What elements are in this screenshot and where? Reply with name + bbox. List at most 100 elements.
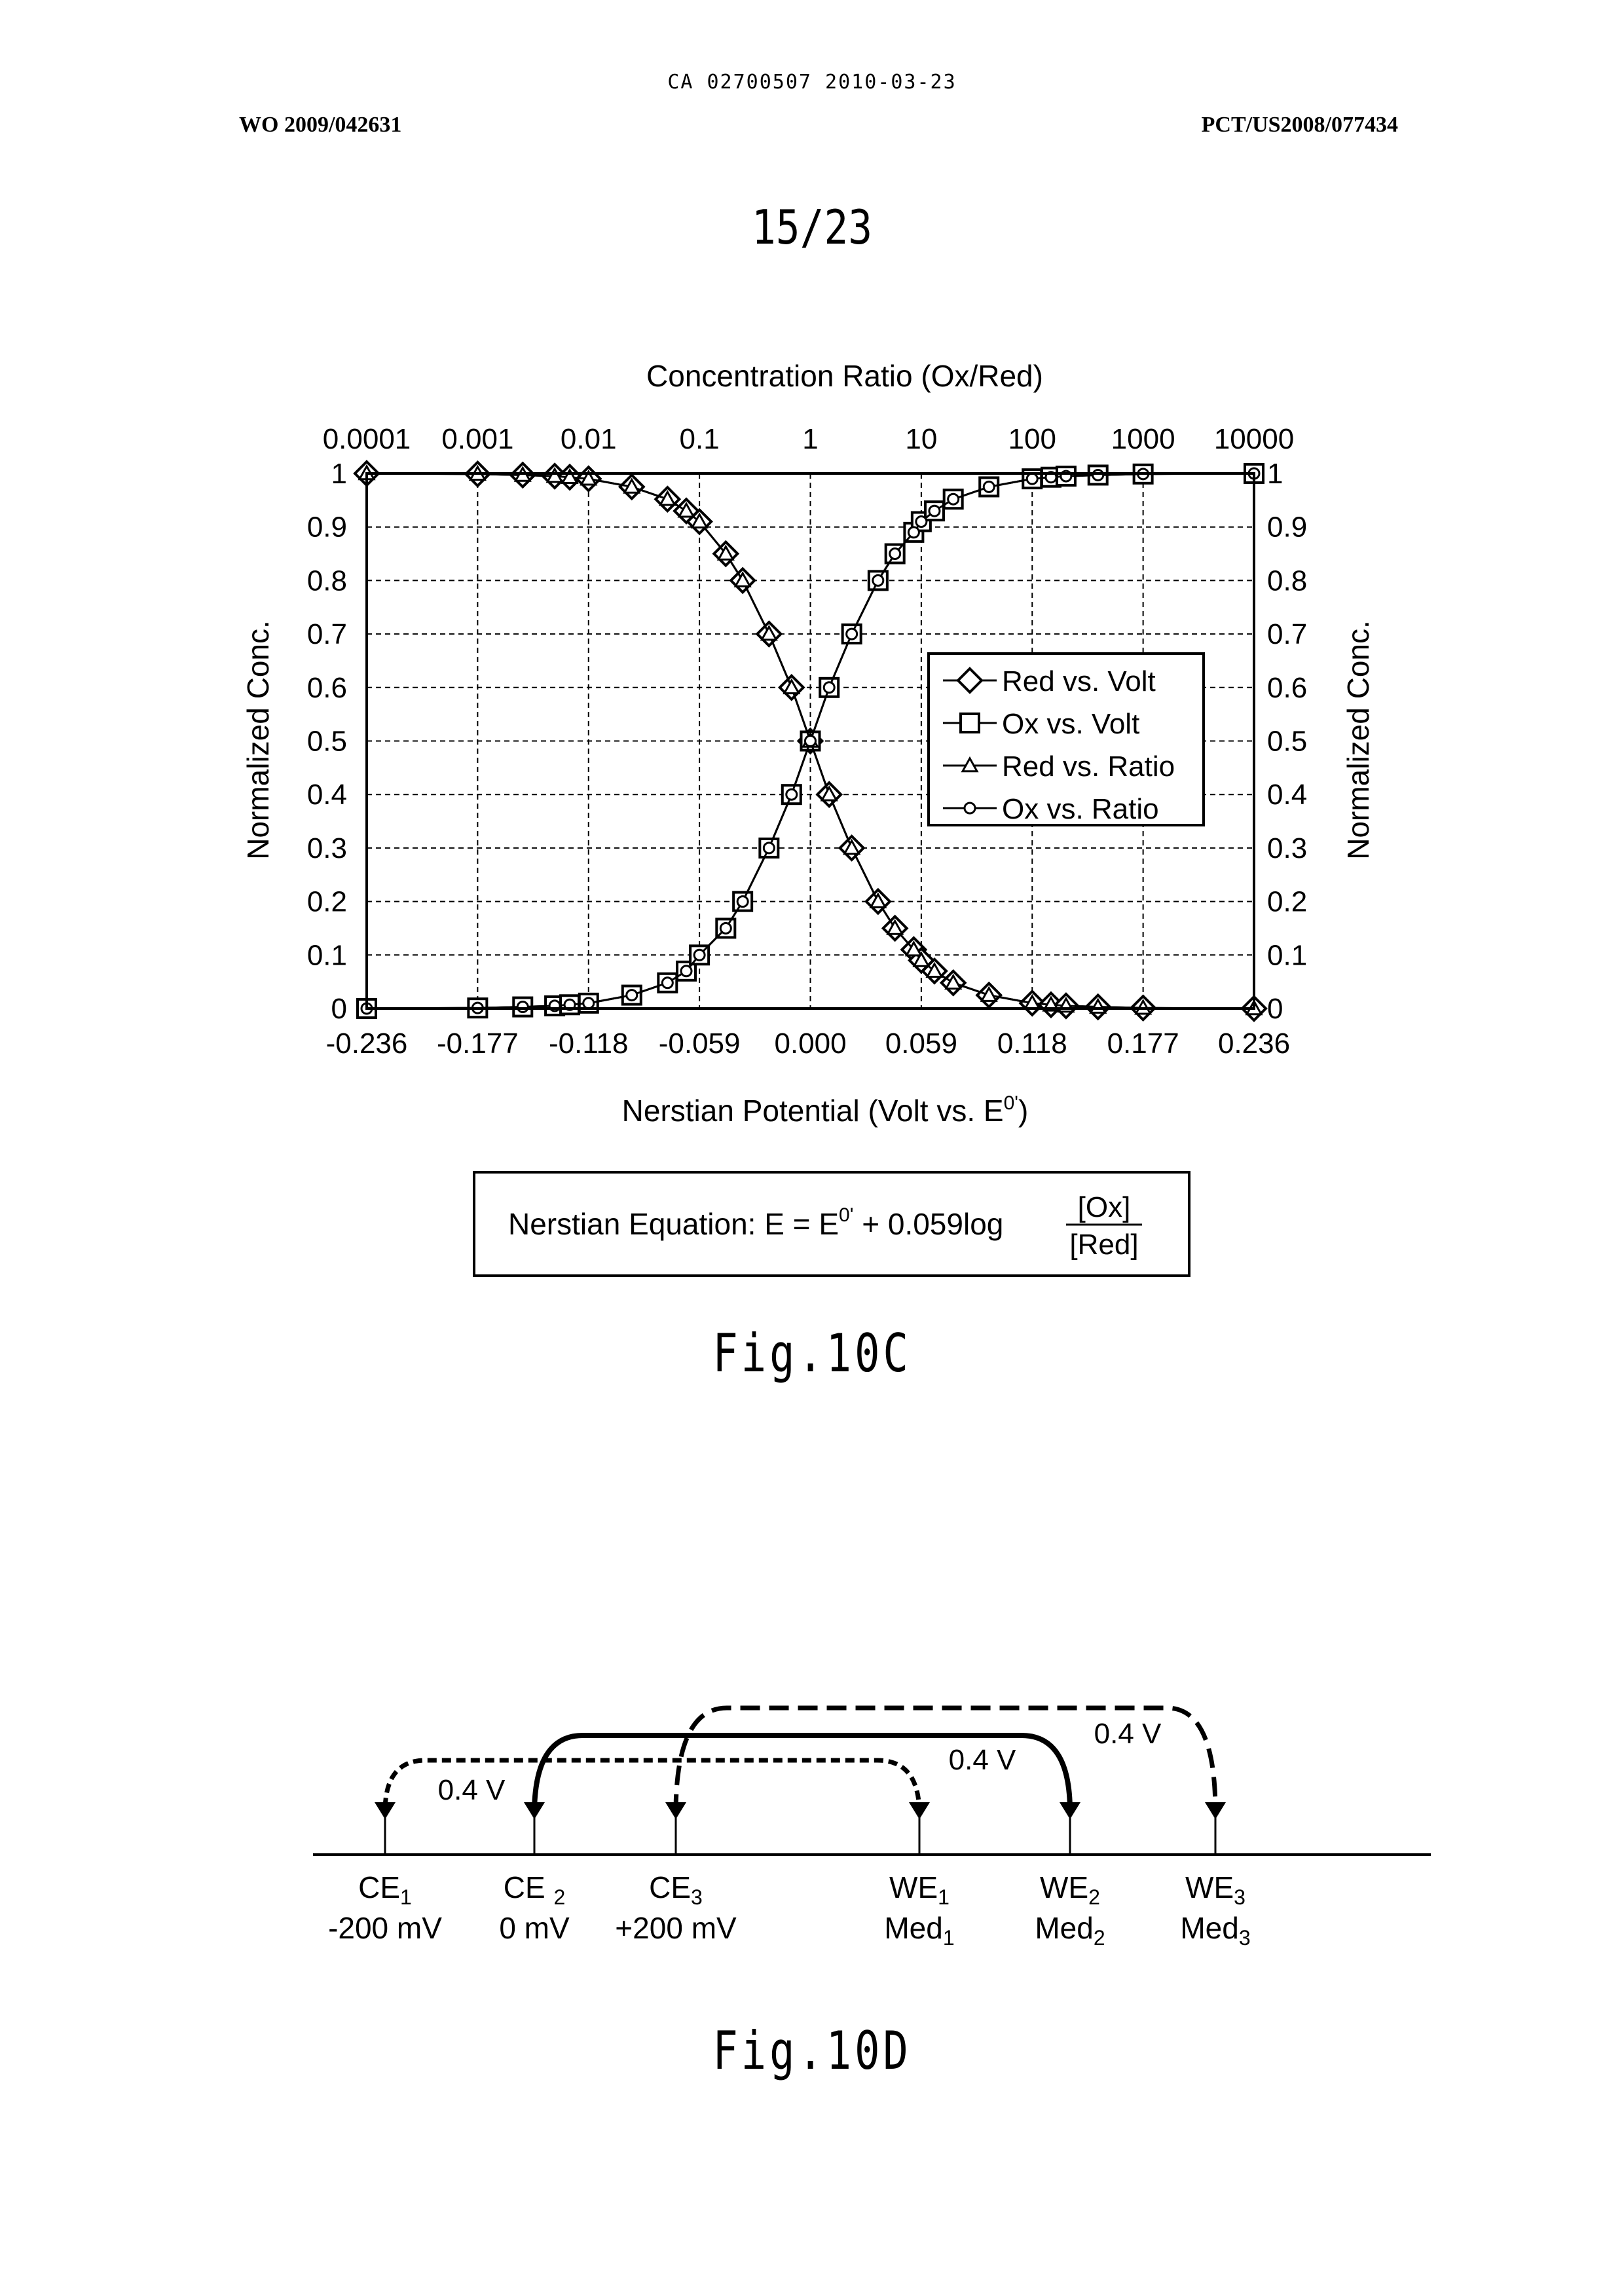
circle-marker <box>737 897 748 907</box>
y-tick-label: 0.7 <box>307 618 347 650</box>
y2-tick-label: 1 <box>1267 458 1283 490</box>
y-tick-label: 0.4 <box>307 779 347 811</box>
top-axis-label: Concentration Ratio (Ox/Red) <box>646 359 1043 393</box>
circle-marker <box>662 978 673 988</box>
electrode-label: CE3 <box>649 1870 703 1909</box>
x-tick-label: 0.177 <box>1107 1028 1179 1060</box>
top-tick-label: 10 <box>905 423 937 455</box>
top-tick-label: 0.0001 <box>323 423 411 455</box>
circle-marker <box>583 998 594 1009</box>
y-tick-label: 1 <box>331 458 347 490</box>
x-axis-label: Nerstian Potential (Volt vs. E0') <box>622 1092 1029 1128</box>
x-tick-label: -0.177 <box>437 1028 519 1060</box>
arrow-label-1: 0.4 V <box>438 1774 506 1806</box>
top-tick-label: 100 <box>1008 423 1056 455</box>
y-tick-label: 0.6 <box>307 672 347 704</box>
circle-marker <box>805 736 816 747</box>
x-tick-label: 0.118 <box>997 1028 1067 1060</box>
electrode-label: WE2 <box>1040 1870 1100 1909</box>
electrode-label: WE3 <box>1185 1870 1246 1909</box>
x-tick-label: -0.118 <box>549 1028 629 1060</box>
x-tick-label: 0.236 <box>1218 1028 1290 1060</box>
y2-tick-label: 0.6 <box>1267 672 1307 704</box>
y-tick-label: 0.8 <box>307 565 347 597</box>
circle-marker <box>908 527 919 538</box>
circle-marker <box>627 990 637 1001</box>
y-tick-label: 0.2 <box>307 886 347 918</box>
x-tick-label: 0.059 <box>885 1028 957 1060</box>
potential-value: 0 mV <box>499 1911 570 1945</box>
y-tick-label: 0 <box>331 993 347 1025</box>
circle-marker <box>824 682 834 693</box>
circle-marker <box>517 1002 528 1012</box>
legend-label: Red vs. Volt <box>1002 665 1156 697</box>
y-tick-label: 0.5 <box>307 726 347 758</box>
y-axis-label: Normalized Conc. <box>241 620 275 860</box>
electrode-label: CE1 <box>358 1870 412 1909</box>
circle-marker <box>984 481 994 492</box>
circle-marker <box>916 517 927 527</box>
arrow-ce3-we3 <box>676 1708 1215 1814</box>
legend-label: Ox vs. Volt <box>1002 708 1139 740</box>
arrow-ce2-we2-head-right <box>1060 1802 1080 1819</box>
potential-value: Med3 <box>1180 1911 1250 1950</box>
top-tick-label: 0.01 <box>561 423 617 455</box>
electrode-label: CE 2 <box>504 1870 565 1909</box>
circle-marker <box>694 950 705 960</box>
fig10d-label: Fig.10D <box>162 2020 1462 2081</box>
circle-marker <box>890 549 900 559</box>
circle-marker <box>929 506 940 516</box>
y2-tick-label: 0.4 <box>1267 779 1307 811</box>
y2-tick-label: 0 <box>1267 993 1283 1025</box>
arrow-ce2-we2 <box>534 1735 1070 1814</box>
top-tick-label: 0.1 <box>680 423 720 455</box>
potential-value: +200 mV <box>615 1911 737 1945</box>
arrow-label-2: 0.4 V <box>949 1744 1016 1776</box>
x-tick-label: -0.236 <box>326 1028 408 1060</box>
fig10c-label: Fig.10C <box>162 1323 1462 1384</box>
fig10c-chart: 000.10.10.20.20.30.30.40.40.50.50.60.60.… <box>0 0 1624 1310</box>
y2-tick-label: 0.9 <box>1267 511 1307 544</box>
arrow-label-3: 0.4 V <box>1094 1718 1162 1750</box>
y2-axis-label: Normalized Conc. <box>1341 620 1375 860</box>
legend: Red vs. Volt Ox vs. Volt Red vs. Ratio Ox v… <box>929 654 1204 825</box>
circle-marker <box>1093 470 1103 480</box>
arrow-ce1-we1-head-right <box>909 1802 930 1819</box>
circle-marker <box>1027 473 1037 484</box>
arrow-ce2-we2-head-left <box>524 1802 545 1819</box>
arrow-ce3-we3-head-right <box>1205 1802 1226 1819</box>
x-tick-label: 0.000 <box>774 1028 846 1060</box>
potential-value: -200 mV <box>328 1911 442 1945</box>
y-tick-label: 0.9 <box>307 511 347 544</box>
top-tick-label: 10000 <box>1214 423 1294 455</box>
y2-tick-label: 0.1 <box>1267 939 1307 971</box>
circle-marker <box>786 789 797 800</box>
square-marker <box>961 714 979 732</box>
y-tick-label: 0.3 <box>307 832 347 864</box>
equation-text: Nerstian Equation: E = E0' + 0.059log <box>508 1204 1003 1241</box>
circle-marker <box>764 843 774 853</box>
legend-label: Ox vs. Ratio <box>1002 793 1159 825</box>
y2-tick-label: 0.7 <box>1267 618 1307 650</box>
y2-tick-label: 0.5 <box>1267 726 1307 758</box>
electrode-label: WE1 <box>889 1870 950 1909</box>
circle-marker <box>948 494 959 504</box>
arrow-ce1-we1-head-left <box>375 1802 396 1819</box>
circle-marker <box>681 966 692 976</box>
circle-marker <box>965 803 975 813</box>
arrow-ce3-we3-head-left <box>665 1802 686 1819</box>
circle-marker <box>720 923 731 933</box>
arrow-ce1-we1 <box>385 1760 919 1814</box>
potential-value: Med2 <box>1035 1911 1105 1950</box>
top-tick-label: 1000 <box>1111 423 1175 455</box>
y-tick-label: 0.1 <box>307 939 347 971</box>
y2-tick-label: 0.8 <box>1267 565 1307 597</box>
legend-label: Red vs. Ratio <box>1002 750 1175 783</box>
circle-marker <box>847 629 857 639</box>
equation-numerator: [Ox] <box>1078 1191 1131 1223</box>
x-tick-label: -0.059 <box>659 1028 741 1060</box>
equation-denominator: [Red] <box>1069 1229 1138 1261</box>
circle-marker <box>873 575 883 585</box>
top-tick-label: 1 <box>802 423 818 455</box>
y2-tick-label: 0.2 <box>1267 886 1307 918</box>
